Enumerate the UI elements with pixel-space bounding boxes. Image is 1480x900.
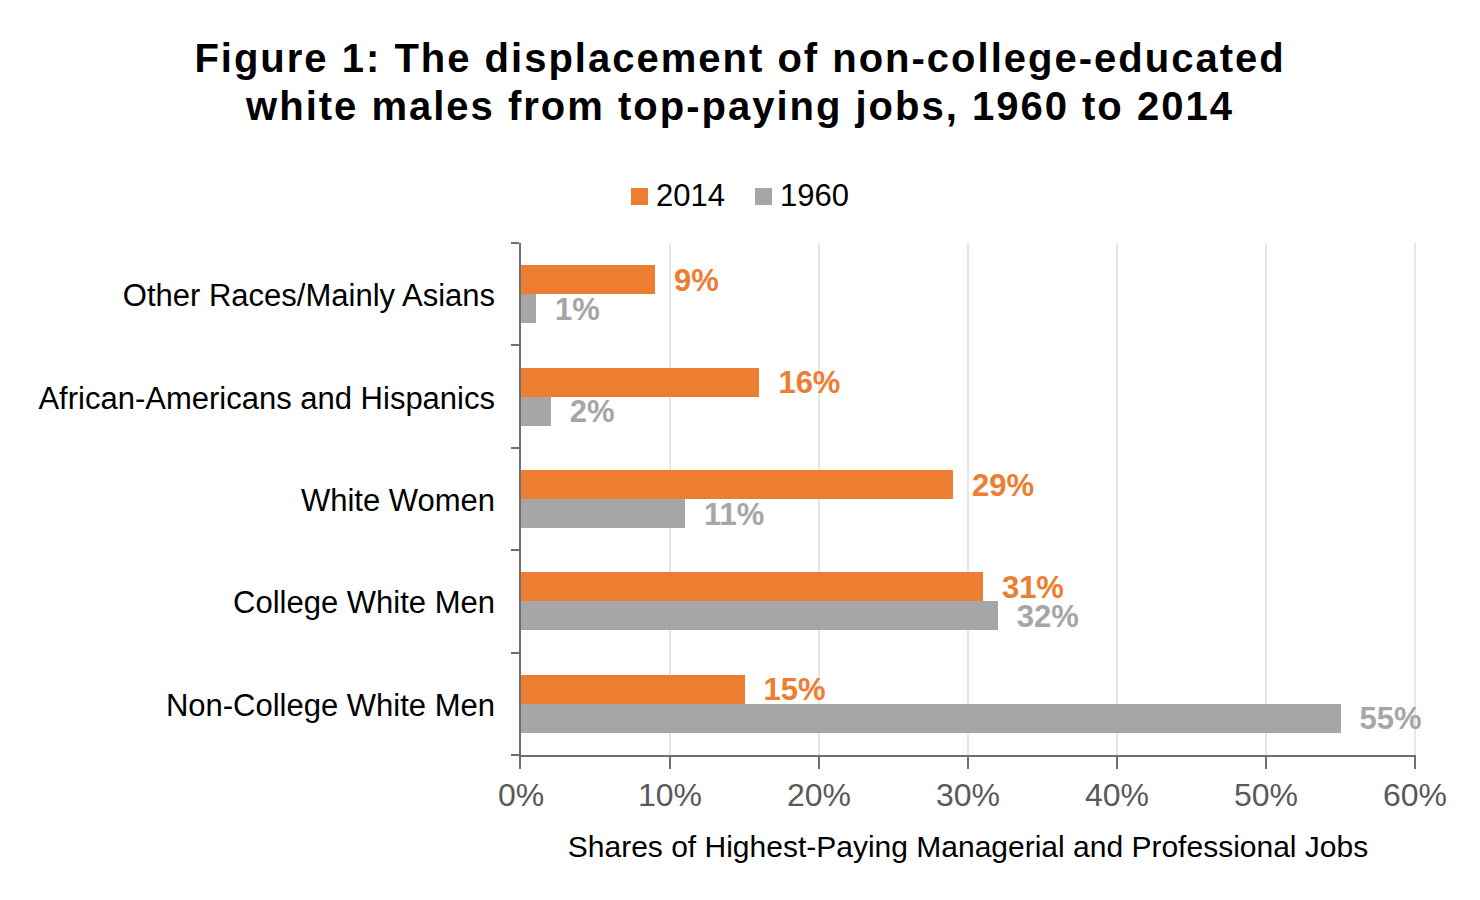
legend: 2014 1960 [0,178,1480,214]
legend-label-1960: 1960 [780,178,849,214]
bar-2014-4 [521,675,745,704]
value-label-2014-0: 9% [674,263,719,299]
x-axis-tick [669,755,671,769]
legend-label-2014: 2014 [656,178,725,214]
chart-title: Figure 1: The displacement of non-colleg… [0,34,1480,130]
x-axis-tick [818,755,820,769]
x-tick-label-60%: 60% [1383,777,1447,814]
bar-1960-3 [521,601,998,630]
chart-title-line-1: Figure 1: The displacement of non-colleg… [0,34,1480,82]
legend-item-1960: 1960 [755,178,849,214]
value-label-1960-3: 32% [1017,599,1079,635]
gridline-30% [967,243,969,755]
value-label-2014-2: 29% [972,468,1034,504]
x-tick-label-40%: 40% [1085,777,1149,814]
y-axis-tick [511,652,519,654]
x-axis-title: Shares of Highest-Paying Managerial and … [521,830,1415,864]
legend-swatch-2014 [631,188,648,205]
x-axis-tick [967,755,969,769]
x-axis-tick [1414,755,1416,769]
value-label-1960-0: 1% [555,292,600,328]
chart: Figure 1: The displacement of non-colleg… [0,0,1480,900]
x-tick-label-30%: 30% [936,777,1000,814]
value-label-2014-1: 16% [778,365,840,401]
y-axis-tick [511,242,519,244]
y-axis-tick [511,754,519,756]
y-axis-tick [511,344,519,346]
x-tick-label-20%: 20% [787,777,851,814]
x-tick-label-0%: 0% [498,777,544,814]
x-axis-tick [1265,755,1267,769]
bar-2014-3 [521,572,983,601]
x-axis-tick [1116,755,1118,769]
x-tick-label-10%: 10% [638,777,702,814]
value-label-1960-1: 2% [570,394,615,430]
bar-1960-2 [521,499,685,528]
gridline-60% [1414,243,1416,755]
bar-1960-0 [521,294,536,323]
y-axis-tick [511,549,519,551]
category-label: College White Men [233,585,495,621]
gridline-50% [1265,243,1267,755]
y-axis-tick [511,447,519,449]
category-label: White Women [301,483,495,519]
bar-1960-1 [521,397,551,426]
chart-title-line-2: white males from top-paying jobs, 1960 t… [0,82,1480,130]
legend-swatch-1960 [755,188,772,205]
bar-2014-1 [521,368,759,397]
bar-2014-2 [521,470,953,499]
value-label-1960-2: 11% [704,497,764,533]
category-label: Non-College White Men [166,688,495,724]
x-tick-label-50%: 50% [1234,777,1298,814]
legend-item-2014: 2014 [631,178,725,214]
value-label-1960-4: 55% [1360,701,1422,737]
bar-2014-0 [521,265,655,294]
category-label: Other Races/Mainly Asians [123,278,495,314]
gridline-40% [1116,243,1118,755]
category-label: African-Americans and Hispanics [38,381,495,417]
bar-1960-4 [521,704,1341,733]
